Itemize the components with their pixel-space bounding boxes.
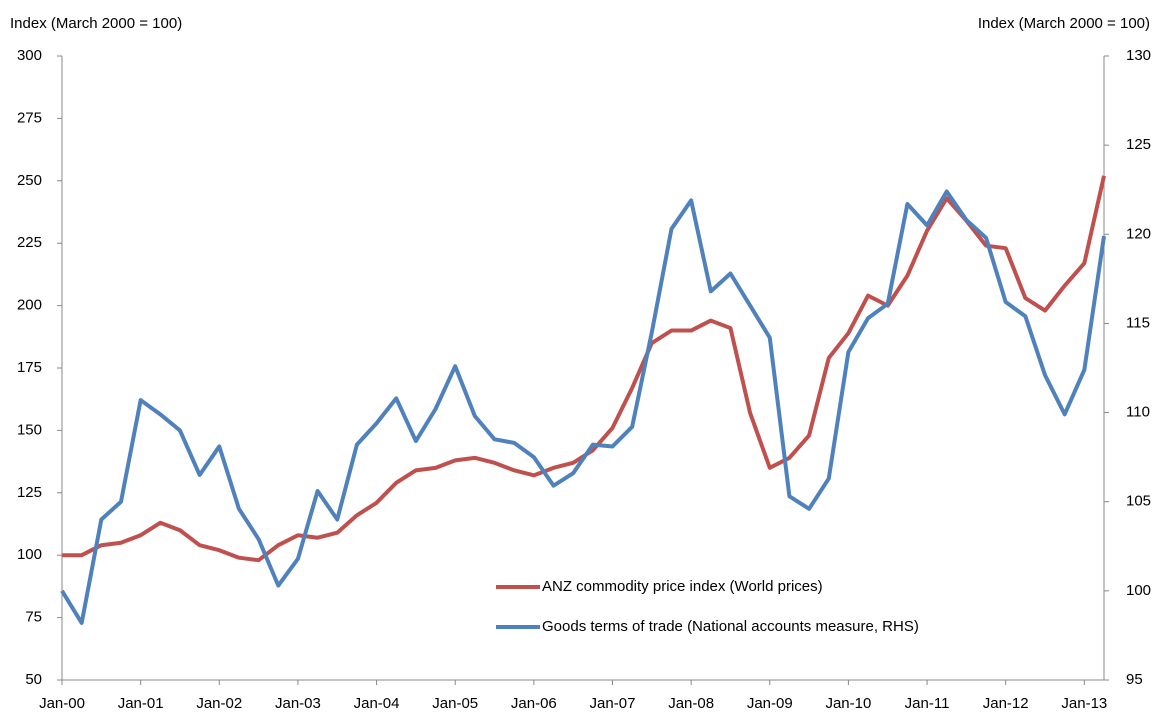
x-tick-label: Jan-04 — [354, 695, 400, 712]
y2-tick-label: 110 — [1126, 404, 1150, 421]
legend-label: Goods terms of trade (National accounts … — [542, 618, 919, 635]
legend-label: ANZ commodity price index (World prices) — [542, 578, 823, 595]
series-line — [62, 175, 1106, 563]
x-tick-label: Jan-12 — [983, 695, 1029, 712]
y2-tick-label: 120 — [1126, 225, 1151, 242]
x-tick-label: Jan-05 — [432, 695, 478, 712]
x-tick-label: Jan-09 — [747, 695, 793, 712]
y2-tick-label: 130 — [1126, 47, 1151, 64]
y2-tick-label: 105 — [1126, 493, 1151, 510]
y-tick-label: 175 — [17, 359, 42, 376]
series-line — [60, 189, 1106, 625]
y2-tick-label: 125 — [1126, 136, 1151, 153]
x-tick-label: Jan-07 — [590, 695, 636, 712]
y2-tick-label: 115 — [1126, 314, 1150, 331]
y-tick-label: 200 — [17, 297, 42, 314]
x-tick-label: Jan-01 — [118, 695, 164, 712]
y-tick-label: 275 — [17, 109, 42, 126]
y-tick-label: 100 — [17, 546, 42, 563]
x-tick-label: Jan-11 — [905, 695, 950, 712]
y-tick-label: 125 — [17, 484, 42, 501]
y2-tick-label: 100 — [1126, 582, 1151, 599]
y2-tick-label: 95 — [1126, 671, 1143, 688]
x-tick-label: Jan-10 — [825, 695, 871, 712]
y-tick-label: 225 — [17, 234, 42, 251]
x-tick-label: Jan-00 — [39, 695, 85, 712]
y2-axis-label: Index (March 2000 = 100) — [978, 15, 1150, 32]
y-tick-label: 150 — [17, 421, 42, 438]
x-tick-label: Jan-02 — [196, 695, 242, 712]
x-tick-label: Jan-08 — [668, 695, 714, 712]
x-tick-label: Jan-13 — [1061, 695, 1107, 712]
y-axis-label: Index (March 2000 = 100) — [10, 15, 182, 32]
y-tick-label: 250 — [17, 172, 42, 189]
y-tick-label: 300 — [17, 47, 42, 64]
x-tick-label: Jan-06 — [511, 695, 557, 712]
y-tick-label: 75 — [25, 609, 42, 626]
y-tick-label: 50 — [25, 671, 42, 688]
x-tick-label: Jan-03 — [275, 695, 321, 712]
